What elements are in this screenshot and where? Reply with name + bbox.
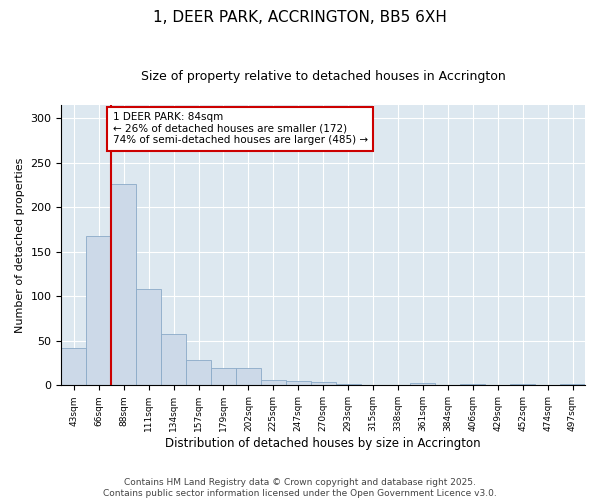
Bar bbox=[161, 334, 186, 386]
Bar bbox=[186, 360, 211, 386]
Bar bbox=[211, 368, 236, 386]
Text: 1, DEER PARK, ACCRINGTON, BB5 6XH: 1, DEER PARK, ACCRINGTON, BB5 6XH bbox=[153, 10, 447, 25]
Y-axis label: Number of detached properties: Number of detached properties bbox=[15, 158, 25, 333]
Bar bbox=[136, 289, 161, 386]
Bar bbox=[61, 348, 86, 386]
Bar bbox=[410, 382, 436, 386]
Bar bbox=[236, 368, 261, 386]
Bar bbox=[335, 384, 361, 386]
Bar bbox=[560, 384, 585, 386]
Bar bbox=[86, 236, 111, 386]
Bar bbox=[261, 380, 286, 386]
Bar bbox=[510, 384, 535, 386]
Bar bbox=[286, 381, 311, 386]
Title: Size of property relative to detached houses in Accrington: Size of property relative to detached ho… bbox=[141, 70, 506, 83]
Text: 1 DEER PARK: 84sqm
← 26% of detached houses are smaller (172)
74% of semi-detach: 1 DEER PARK: 84sqm ← 26% of detached hou… bbox=[113, 112, 368, 146]
Bar bbox=[311, 382, 335, 386]
Text: Contains HM Land Registry data © Crown copyright and database right 2025.
Contai: Contains HM Land Registry data © Crown c… bbox=[103, 478, 497, 498]
Bar bbox=[460, 384, 485, 386]
X-axis label: Distribution of detached houses by size in Accrington: Distribution of detached houses by size … bbox=[166, 437, 481, 450]
Bar bbox=[111, 184, 136, 386]
